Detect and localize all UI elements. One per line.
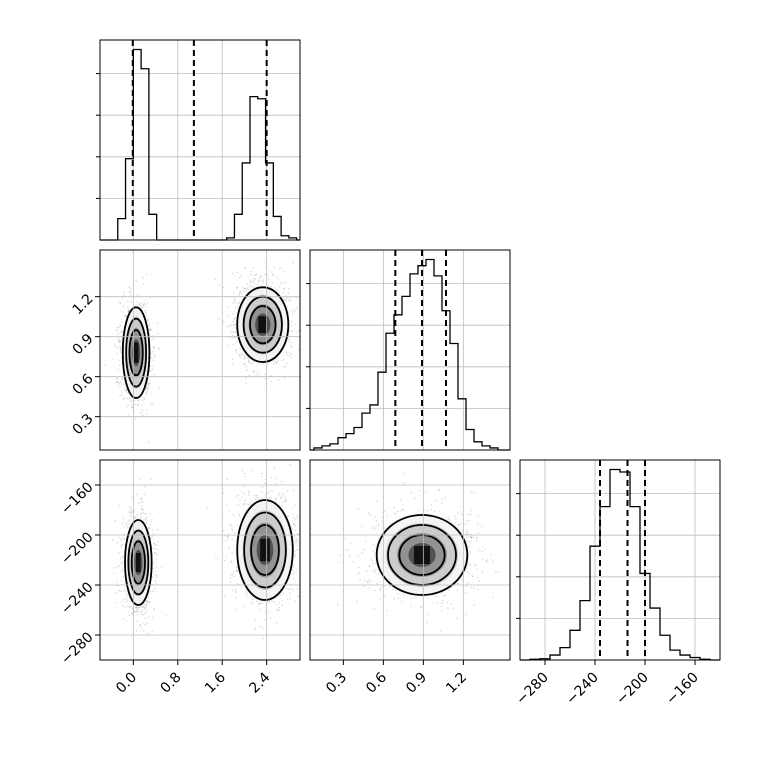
scatter-1-0-frame xyxy=(99,249,301,451)
scatter-2-0-core-1 xyxy=(260,538,270,562)
hist-0-frame xyxy=(99,39,301,241)
hist-2-step xyxy=(520,468,720,661)
hist-1-frame xyxy=(309,249,511,451)
scatter-1-0-contour-0-2 xyxy=(128,329,144,377)
scatter-2-1-xtick-label-1: 0.6 xyxy=(363,669,390,696)
scatter-2-0-density xyxy=(111,460,300,639)
hist-1-step xyxy=(310,258,510,451)
scatter-2-0-contour-0-0 xyxy=(124,519,153,606)
scatter-2-0-xtick-label-0: 0.0 xyxy=(113,670,140,697)
scatter-1-0-core-0 xyxy=(133,342,139,363)
scatter-2-0-contour-0-1 xyxy=(127,529,150,596)
scatter-1-0-contour-0-0 xyxy=(121,306,151,399)
scatter-2-0-ytick-label-2: −240 xyxy=(58,579,97,618)
scatter-2-0-core-0 xyxy=(136,552,141,573)
scatter-2-0-contour-1-2 xyxy=(250,524,280,576)
scatter-2-1-xtick-label-0: 0.3 xyxy=(323,670,350,697)
scatter-2-0-frame xyxy=(99,459,301,661)
scatter-2-1-density xyxy=(337,472,501,632)
scatter-1-0-contour-0-1 xyxy=(125,317,148,388)
scatter-2-1-frame xyxy=(309,459,511,661)
hist-2-xtick-label-1: −240 xyxy=(563,670,602,709)
hist-0-step xyxy=(100,48,300,241)
hist-2-frame xyxy=(519,459,721,661)
scatter-1-0-core-1 xyxy=(258,316,268,334)
scatter-2-0-xtick-label-2: 1.6 xyxy=(202,669,229,696)
scatter-2-0-xtick-label-1: 0.8 xyxy=(158,670,185,697)
hist-2-xtick-label-0: −280 xyxy=(513,670,552,709)
scatter-2-0-contour-1-0 xyxy=(236,499,294,601)
scatter-2-1-core-0 xyxy=(414,546,430,564)
scatter-1-0-ytick-label-1: 0.9 xyxy=(70,331,97,358)
scatter-2-0-xtick-label-3: 2.4 xyxy=(246,669,273,696)
scatter-2-0-contour-0-2 xyxy=(130,540,146,585)
scatter-1-0-contour-1-0 xyxy=(236,286,290,363)
scatter-2-0-contour-1-1 xyxy=(243,511,287,589)
scatter-2-1-contour-0-0 xyxy=(375,514,469,596)
scatter-2-1-xtick-label-3: 1.2 xyxy=(443,670,470,697)
scatter-1-0-density xyxy=(104,251,300,443)
hist-2-xtick-label-3: −160 xyxy=(663,670,702,709)
scatter-2-0-ytick-label-0: −160 xyxy=(58,479,97,518)
scatter-2-1-xtick-label-2: 0.9 xyxy=(403,670,430,697)
hist-2-xtick-label-2: −200 xyxy=(613,670,652,709)
scatter-2-0-ytick-label-3: −280 xyxy=(58,629,97,668)
scatter-1-0-contour-1-2 xyxy=(249,305,277,345)
scatter-1-0-ytick-label-3: 0.3 xyxy=(70,411,97,438)
scatter-1-0-ytick-label-2: 0.6 xyxy=(70,371,97,398)
scatter-1-0-ytick-label-0: 1.2 xyxy=(70,291,97,318)
scatter-2-0-ytick-label-1: −200 xyxy=(58,529,97,568)
